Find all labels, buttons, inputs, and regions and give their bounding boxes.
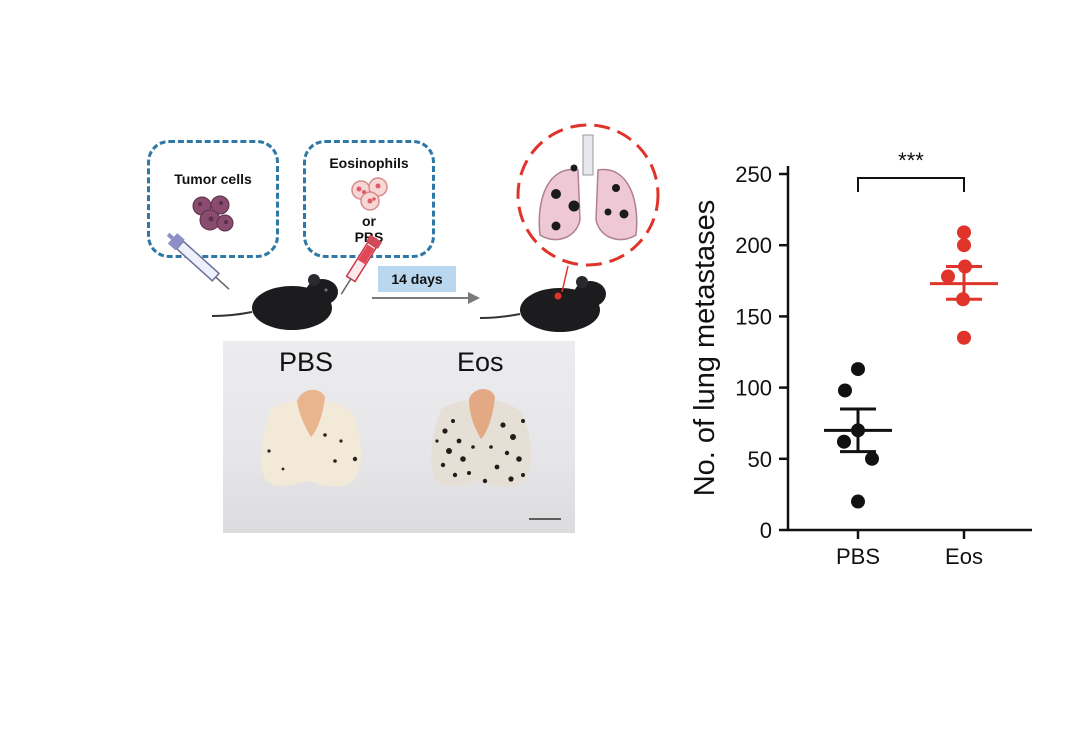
- eosinophils-label: Eosinophils: [329, 155, 409, 171]
- data-point: [865, 451, 879, 466]
- y-tick-label: 0: [760, 518, 772, 543]
- y-tick-label: 200: [735, 233, 772, 258]
- lungs-icon: [516, 123, 660, 267]
- significance-bracket: [857, 177, 965, 192]
- schematic-graphics: [166, 123, 660, 332]
- arrow-icon: [372, 292, 480, 304]
- or-label: or: [362, 213, 376, 229]
- mouse-icon: [211, 274, 338, 330]
- y-tick-label: 50: [748, 447, 772, 472]
- data-point: [957, 330, 971, 345]
- eosinophil-cells-icon: [351, 177, 388, 211]
- photo-label-pbs: PBS: [279, 347, 334, 377]
- data-point: [941, 269, 955, 284]
- y-axis-label: No. of lung metastases: [689, 200, 721, 497]
- y-tick-label: 100: [735, 376, 772, 401]
- data-point: [957, 238, 971, 253]
- mouse-icon: [479, 265, 606, 332]
- data-point: [851, 494, 865, 509]
- x-tick-label: Eos: [945, 544, 983, 569]
- syringe-icon: [166, 232, 230, 290]
- tumor-cells-box: Tumor cells: [147, 140, 279, 258]
- data-point: [851, 362, 865, 377]
- metastases-chart: 0 50 100 150 200 250 PBS Eos *** No. of lung m…: [689, 148, 1032, 569]
- x-tick-label: PBS: [836, 544, 880, 569]
- y-tick-label: 150: [735, 304, 772, 329]
- significance-label: ***: [898, 148, 924, 173]
- data-point: [837, 434, 851, 449]
- y-tick-label: 250: [735, 162, 772, 187]
- data-point: [957, 225, 971, 240]
- syringe-icon: [340, 234, 383, 295]
- lung-photo-graphics: [261, 388, 561, 520]
- photo-label-eos: Eos: [457, 347, 504, 377]
- data-point: [838, 383, 852, 398]
- tumor-cells-label: Tumor cells: [174, 171, 252, 187]
- duration-label: 14 days: [378, 266, 456, 292]
- tumor-cells-icon: [192, 195, 234, 232]
- lung-photo: PBS Eos: [223, 341, 575, 533]
